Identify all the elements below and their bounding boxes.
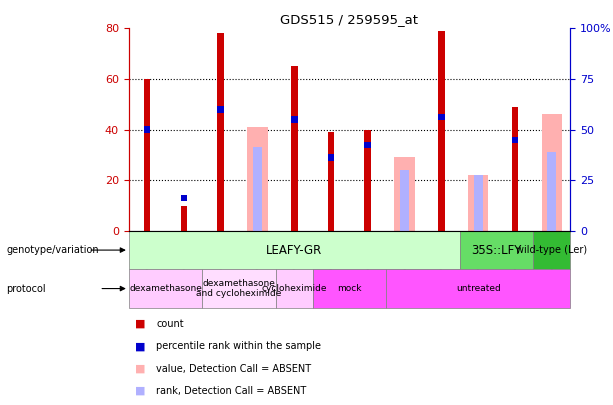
Bar — [291, 116, 297, 123]
Bar — [541, 115, 562, 231]
Bar — [394, 158, 414, 231]
Bar — [328, 132, 334, 231]
Title: GDS515 / 259595_at: GDS515 / 259595_at — [280, 13, 419, 26]
Text: ■: ■ — [135, 341, 145, 351]
Bar — [144, 79, 150, 231]
Bar — [218, 106, 224, 113]
Bar — [512, 136, 518, 143]
Bar — [400, 170, 409, 231]
Bar — [276, 269, 313, 308]
Bar — [533, 231, 570, 269]
Text: 35S::LFY: 35S::LFY — [471, 243, 522, 257]
Text: value, Detection Call = ABSENT: value, Detection Call = ABSENT — [156, 364, 311, 373]
Bar — [547, 152, 556, 231]
Bar — [473, 175, 482, 231]
Bar — [181, 195, 187, 201]
Text: wild-type (Ler): wild-type (Ler) — [516, 245, 587, 255]
Text: count: count — [156, 319, 184, 329]
Bar — [218, 34, 224, 231]
Bar — [460, 231, 533, 269]
Bar — [253, 147, 262, 231]
Bar — [386, 269, 570, 308]
Bar — [291, 66, 297, 231]
Text: cycloheximide: cycloheximide — [262, 284, 327, 293]
Bar — [438, 114, 444, 120]
Bar — [129, 231, 460, 269]
Text: ■: ■ — [135, 386, 145, 396]
Bar — [202, 269, 276, 308]
Bar — [181, 206, 187, 231]
Bar — [247, 127, 267, 231]
Text: percentile rank within the sample: percentile rank within the sample — [156, 341, 321, 351]
Bar — [365, 130, 371, 231]
Text: rank, Detection Call = ABSENT: rank, Detection Call = ABSENT — [156, 386, 306, 396]
Bar — [365, 142, 371, 148]
Text: LEAFY-GR: LEAFY-GR — [266, 243, 322, 257]
Bar — [144, 126, 150, 133]
Text: dexamethasone
and cycloheximide: dexamethasone and cycloheximide — [196, 279, 282, 298]
Bar — [512, 107, 518, 231]
Bar — [313, 269, 386, 308]
Text: ■: ■ — [135, 319, 145, 329]
Bar — [129, 269, 202, 308]
Bar — [328, 154, 334, 161]
Text: untreated: untreated — [455, 284, 501, 293]
Text: genotype/variation: genotype/variation — [6, 245, 99, 255]
Bar — [468, 175, 488, 231]
Text: dexamethasone: dexamethasone — [129, 284, 202, 293]
Text: mock: mock — [337, 284, 362, 293]
Text: protocol: protocol — [6, 284, 46, 294]
Text: ■: ■ — [135, 364, 145, 373]
Bar — [438, 31, 444, 231]
